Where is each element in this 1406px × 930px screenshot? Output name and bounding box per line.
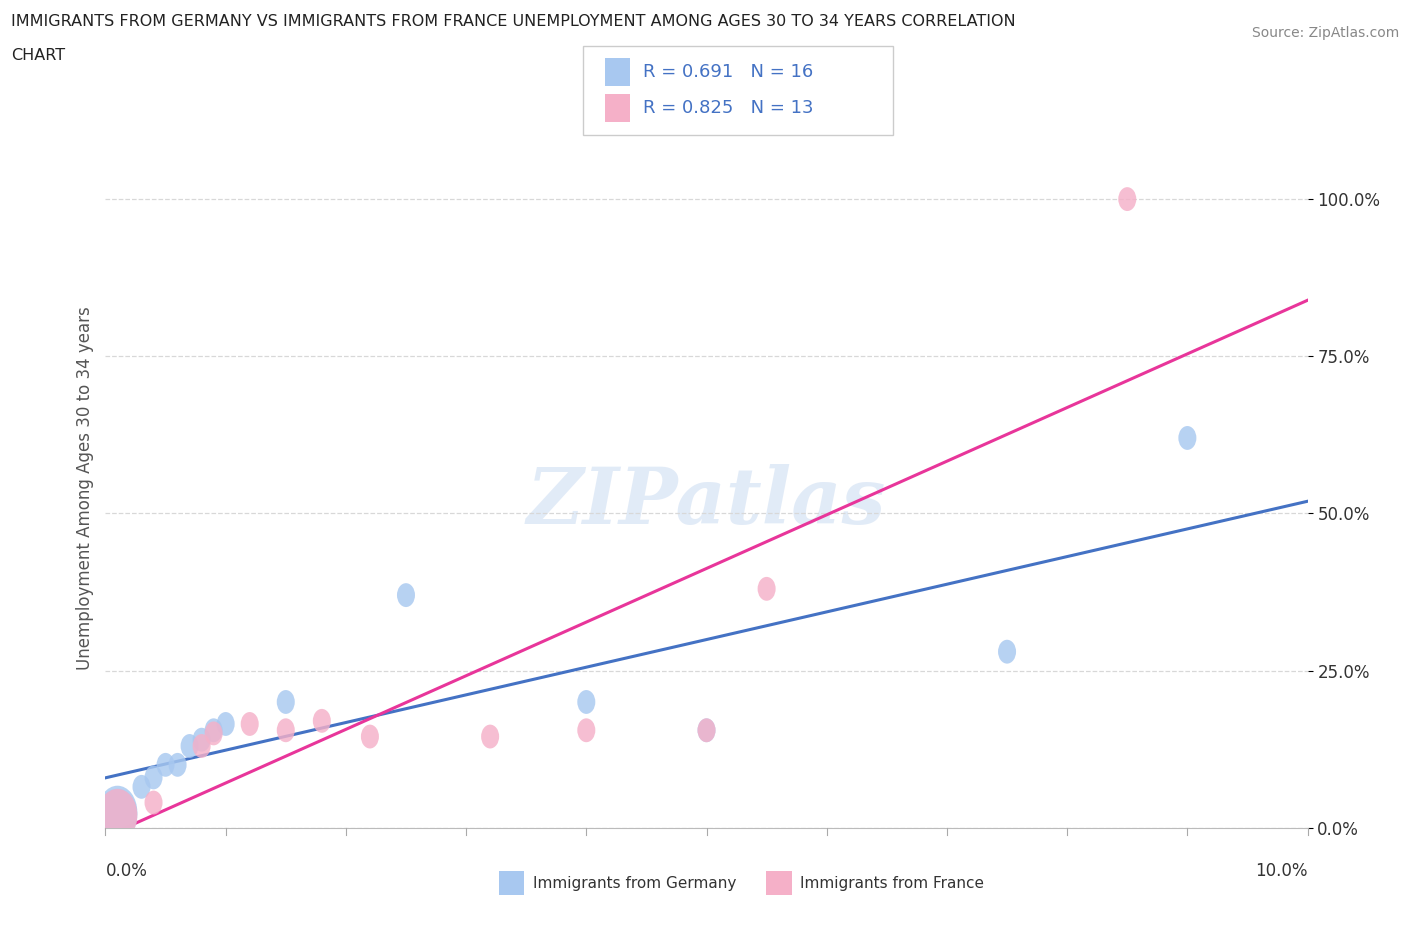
Ellipse shape — [277, 690, 295, 714]
Text: R = 0.691   N = 16: R = 0.691 N = 16 — [643, 63, 813, 81]
Text: ZIPatlas: ZIPatlas — [527, 463, 886, 540]
Text: IMMIGRANTS FROM GERMANY VS IMMIGRANTS FROM FRANCE UNEMPLOYMENT AMONG AGES 30 TO : IMMIGRANTS FROM GERMANY VS IMMIGRANTS FR… — [11, 14, 1017, 29]
Ellipse shape — [193, 734, 211, 758]
Ellipse shape — [277, 718, 295, 742]
Ellipse shape — [396, 583, 415, 607]
Ellipse shape — [132, 775, 150, 799]
Ellipse shape — [205, 722, 222, 745]
Ellipse shape — [145, 765, 163, 790]
Ellipse shape — [697, 718, 716, 742]
Ellipse shape — [998, 640, 1017, 664]
Ellipse shape — [758, 577, 776, 601]
Ellipse shape — [97, 789, 138, 842]
Ellipse shape — [1178, 426, 1197, 450]
Text: Source: ZipAtlas.com: Source: ZipAtlas.com — [1251, 26, 1399, 40]
Ellipse shape — [97, 789, 138, 842]
Ellipse shape — [481, 724, 499, 749]
Ellipse shape — [240, 712, 259, 736]
Ellipse shape — [217, 712, 235, 736]
Ellipse shape — [578, 718, 595, 742]
Ellipse shape — [697, 718, 716, 742]
Ellipse shape — [193, 728, 211, 751]
Ellipse shape — [169, 753, 187, 777]
Ellipse shape — [312, 709, 330, 733]
Y-axis label: Unemployment Among Ages 30 to 34 years: Unemployment Among Ages 30 to 34 years — [76, 306, 94, 671]
Ellipse shape — [156, 753, 174, 777]
Ellipse shape — [180, 734, 198, 758]
Ellipse shape — [145, 790, 163, 815]
Text: CHART: CHART — [11, 48, 65, 63]
Text: Immigrants from France: Immigrants from France — [800, 875, 984, 891]
Ellipse shape — [578, 690, 595, 714]
Text: Immigrants from Germany: Immigrants from Germany — [533, 875, 737, 891]
Ellipse shape — [205, 718, 222, 742]
Text: R = 0.825   N = 13: R = 0.825 N = 13 — [643, 100, 813, 117]
Ellipse shape — [361, 724, 380, 749]
Ellipse shape — [1118, 187, 1136, 211]
Text: 10.0%: 10.0% — [1256, 862, 1308, 881]
Ellipse shape — [97, 786, 138, 838]
Text: 0.0%: 0.0% — [105, 862, 148, 881]
